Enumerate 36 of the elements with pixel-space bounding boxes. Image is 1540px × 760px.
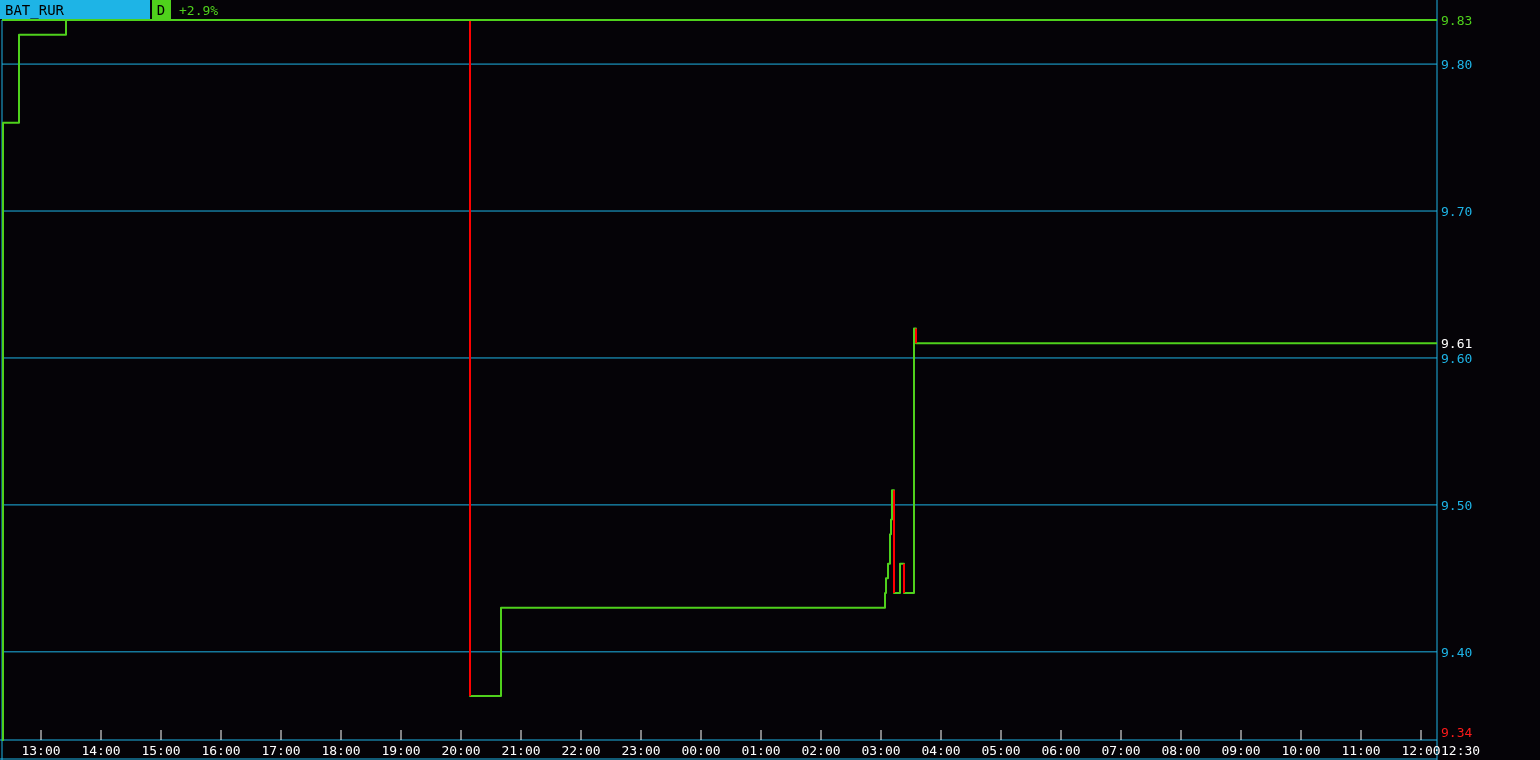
ref-line-label: 9.83 <box>1441 13 1473 28</box>
text: 9.34 <box>1441 725 1473 740</box>
x-tick-label: 14:00 <box>81 743 121 758</box>
y-tick-label: 9.80 <box>1441 57 1473 73</box>
x-tick-label: 09:00 <box>1221 743 1261 758</box>
x-tick-label: 16:00 <box>201 743 241 758</box>
x-tick-label: 17:00 <box>261 743 301 758</box>
x-tick-label: 13:00 <box>21 743 61 758</box>
y-tick-label: 9.40 <box>1441 644 1473 660</box>
x-tick-label: 18:00 <box>321 743 361 758</box>
y-tick-label: 9.70 <box>1441 204 1473 220</box>
x-tick-label: 22:00 <box>561 743 601 758</box>
x-tick-label: 08:00 <box>1161 743 1201 758</box>
x-tick-label: 06:00 <box>1041 743 1081 758</box>
x-tick-label: 19:00 <box>381 743 421 758</box>
y-tick-label: 9.50 <box>1441 497 1473 513</box>
x-tick-label: 04:00 <box>921 743 961 758</box>
annotation: 9.61 <box>1441 336 1473 352</box>
x-tick-label: 02:00 <box>801 743 841 758</box>
x-tick-label: 11:00 <box>1341 743 1381 758</box>
x-tick-label: 01:00 <box>741 743 781 758</box>
y-tick-label: 9.60 <box>1441 350 1473 366</box>
x-tick-label: 21:00 <box>501 743 541 758</box>
text: 12:30 <box>1441 743 1481 758</box>
x-tick-label: 20:00 <box>441 743 481 758</box>
x-tick-label: 10:00 <box>1281 743 1321 758</box>
chart-title: BAT_RUR <box>5 2 65 19</box>
x-tick-label: 15:00 <box>141 743 181 758</box>
x-tick-label: 05:00 <box>981 743 1021 758</box>
x-tick-label: 23:00 <box>621 743 661 758</box>
x-tick-label: 07:00 <box>1101 743 1141 758</box>
chart-subtitle: D <box>156 2 166 18</box>
text: +2.9% <box>179 3 219 18</box>
x-tick-label: 03:00 <box>861 743 901 758</box>
x-tick-label: 00:00 <box>681 743 721 758</box>
x-tick-label: 12:00 <box>1401 743 1441 758</box>
